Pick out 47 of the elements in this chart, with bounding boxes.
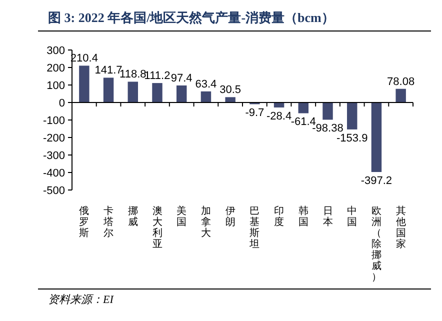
y-tick-label: 0: [58, 98, 65, 110]
data-label: 63.4: [195, 78, 217, 90]
data-label: 111.2: [144, 70, 170, 82]
y-tick-label: 200: [46, 62, 65, 74]
bar: [322, 102, 333, 120]
x-tick-label: 俄罗斯: [79, 205, 90, 239]
bar: [298, 102, 309, 114]
bar: [152, 83, 162, 102]
bar: [79, 66, 90, 102]
data-label: -397.2: [360, 175, 392, 188]
data-label: 30.5: [220, 84, 242, 96]
y-tick-label: -500: [42, 185, 65, 197]
data-label: 78.08: [387, 76, 415, 88]
x-tick-label: 日本: [322, 206, 333, 228]
bar: [176, 85, 187, 102]
y-tick-label: -200: [42, 132, 65, 144]
data-label: -153.9: [336, 132, 368, 144]
data-label: 97.4: [170, 72, 192, 84]
y-tick-label: 300: [46, 45, 65, 57]
chart-title: 图 3: 2022 年各国/地区天然气产量-消费量（bcm）: [48, 10, 334, 25]
x-tick-label: 韩国: [298, 205, 308, 228]
bar: [371, 102, 382, 172]
x-tick-label: 印度: [274, 205, 284, 228]
x-tick-label: 欧洲（除挪威）: [371, 206, 382, 283]
x-tick-label: 巴基斯坦: [248, 206, 260, 250]
bar: [396, 88, 406, 102]
x-tick-label: 卡塔尔: [102, 205, 114, 239]
x-tick-label: 加拿大: [200, 205, 211, 239]
x-tick-label: 挪威: [128, 205, 138, 228]
y-tick-label: 100: [46, 80, 65, 92]
x-tick-label: 美国: [176, 205, 187, 228]
y-tick-label: -300: [42, 150, 65, 162]
bar: [225, 97, 236, 102]
x-tick-label: 其他国家: [396, 205, 406, 250]
text: 资料来源：EI: [48, 293, 115, 306]
bar: [103, 78, 114, 102]
x-tick-label: 澳大利亚: [152, 205, 162, 250]
bar: [200, 91, 212, 102]
y-tick-label: -400: [42, 168, 65, 180]
x-tick-label: 中国: [347, 205, 358, 228]
data-label: -9.7: [245, 107, 264, 120]
x-tick-label: 伊朗: [225, 206, 236, 228]
bar: [346, 102, 358, 130]
data-label: 118.8: [120, 68, 146, 81]
y-tick-label: -100: [42, 115, 65, 127]
bar: [128, 82, 138, 102]
data-label: -28.4: [266, 110, 292, 122]
